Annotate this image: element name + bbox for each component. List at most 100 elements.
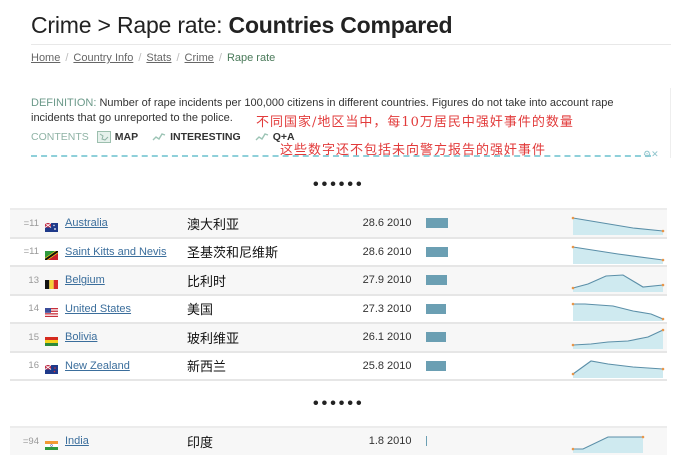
rate-bar [426,275,447,286]
country-link[interactable]: India [65,435,89,448]
trend-sparkline [570,242,665,269]
breadcrumb-country-info[interactable]: Country Info [73,52,134,64]
table-top-border [10,426,667,428]
contents-label: CONTENTS [31,131,89,143]
chinese-translation: 印度 [187,435,214,451]
definition-text: Number of rape incidents per 100,000 cit… [31,97,614,124]
trend-icon [152,132,166,142]
ellipsis-top: •••••• [313,176,365,193]
ellipsis-bottom: •••••• [313,395,365,412]
year: 2010 [387,359,412,372]
nz-flag-icon [44,361,58,375]
trend-sparkline [570,213,665,240]
breadcrumb-current: Rape rate [226,52,276,64]
rate-bar [426,218,448,229]
india-flag-icon [45,437,58,450]
rank: 16 [28,360,39,372]
chinese-translation: 圣基茨和尼维斯 [187,246,279,262]
rate-bar [426,360,446,371]
trend-sparkline [570,356,665,383]
contents-map-link[interactable]: MAP [96,131,139,143]
breadcrumb-separator: / [218,52,222,64]
table-row: 14 United States 美国 27.3 2010 [10,296,667,326]
rate-value: 28.6 [362,245,384,258]
year: 2010 [387,302,412,315]
rate-bar [426,246,448,257]
breadcrumb-separator: / [138,52,142,64]
rate-bar [426,436,427,447]
table-row: 16 New Zealand 新西兰 25.8 2010 [10,353,667,383]
country-link[interactable]: United States [65,302,132,315]
table-row: =11 Saint Kitts and Nevis 圣基茨和尼维斯 28.6 2010 [10,239,667,269]
contents-qa-label: Q+A [272,131,295,143]
page-title: Crime > Rape rate: Countries Compared [31,12,453,39]
country-link[interactable]: Belgium [65,274,105,287]
breadcrumb-stats[interactable]: Stats [146,52,172,64]
definition: DEFINITION: Number of rape incidents per… [31,96,651,126]
australia-flag-icon [44,219,58,232]
chinese-translation: 新西兰 [187,360,227,376]
breadcrumb-separator: / [176,52,180,64]
table-row: 13 Belgium 比利时 27.9 2010 [10,267,667,296]
title-prefix: Crime > Rape rate: [31,12,229,38]
rank: 13 [28,274,39,286]
breadcrumb-crime[interactable]: Crime [184,52,214,64]
trend-sparkline [570,299,665,326]
definition-box [26,88,671,158]
contents-qa-link[interactable]: Q+A [255,131,295,143]
trend-sparkline [570,431,665,455]
annotation-line-1: 不同国家/地区当中，每10万居民中强奸事件的数量 [256,115,574,130]
table-row: 15 Bolivia 玻利维亚 26.1 2010 [10,324,667,353]
breadcrumb-home[interactable]: Home [31,52,61,64]
country-link[interactable]: Bolivia [65,331,98,344]
rank: =11 [23,217,39,229]
country-link[interactable]: Saint Kitts and Nevis [65,245,167,258]
year: 2010 [387,435,412,448]
rate-value: 28.6 [362,217,384,230]
title-bold: Countries Compared [228,12,453,38]
definition-label: DEFINITION: [31,97,97,109]
rank: =11 [23,246,39,258]
chinese-translation: 玻利维亚 [187,331,240,347]
trend-sparkline [570,327,665,354]
year: 2010 [387,274,412,287]
ranking-table: =11 Australia 澳大利亚 28.6 2010 =11 Saint Kitts a… [10,210,667,381]
rate-value: 25.8 [362,359,384,372]
chinese-translation: 美国 [187,303,214,319]
rate-value: 1.8 [368,435,384,448]
contents-interesting-label: INTERESTING [170,131,241,143]
year: 2010 [387,331,412,344]
table-row: =94 India 印度 1.8 2010 [10,428,667,455]
usa-flag-icon [45,304,58,318]
contents-map-label: MAP [114,131,139,143]
contents-nav: CONTENTS MAP INTERESTING Q+A [31,131,309,143]
rank: =94 [22,435,39,447]
country-link[interactable]: New Zealand [65,359,130,372]
rate-bar [426,303,446,314]
rate-bar [426,332,446,343]
kitts-flag-icon [44,247,59,262]
breadcrumb: Home / Country Info / Stats / Crime / Rape rate [31,52,275,64]
rank: 14 [28,303,39,315]
title-divider [31,44,671,45]
trend-sparkline [570,270,665,297]
bolivia-flag-icon [45,333,58,346]
settings-close-icon[interactable]: ⚙✕ [643,149,659,159]
chinese-translation: 比利时 [187,274,227,290]
ranking-table-bottom: =94 India 印度 1.8 2010 [10,428,667,455]
contents-interesting-link[interactable]: INTERESTING [152,131,241,143]
rate-value: 26.1 [362,331,384,344]
year: 2010 [387,245,412,258]
dashed-divider [31,155,651,157]
belgium-flag-icon [45,276,58,289]
table-row: =11 Australia 澳大利亚 28.6 2010 [10,210,667,239]
table-top-border [10,208,667,210]
map-icon [96,131,111,143]
trend-icon [255,132,269,142]
rate-value: 27.9 [362,274,384,287]
year: 2010 [387,217,412,230]
chinese-translation: 澳大利亚 [187,217,240,233]
rate-value: 27.3 [362,302,384,315]
rank: 15 [28,331,39,343]
country-link[interactable]: Australia [65,217,108,230]
